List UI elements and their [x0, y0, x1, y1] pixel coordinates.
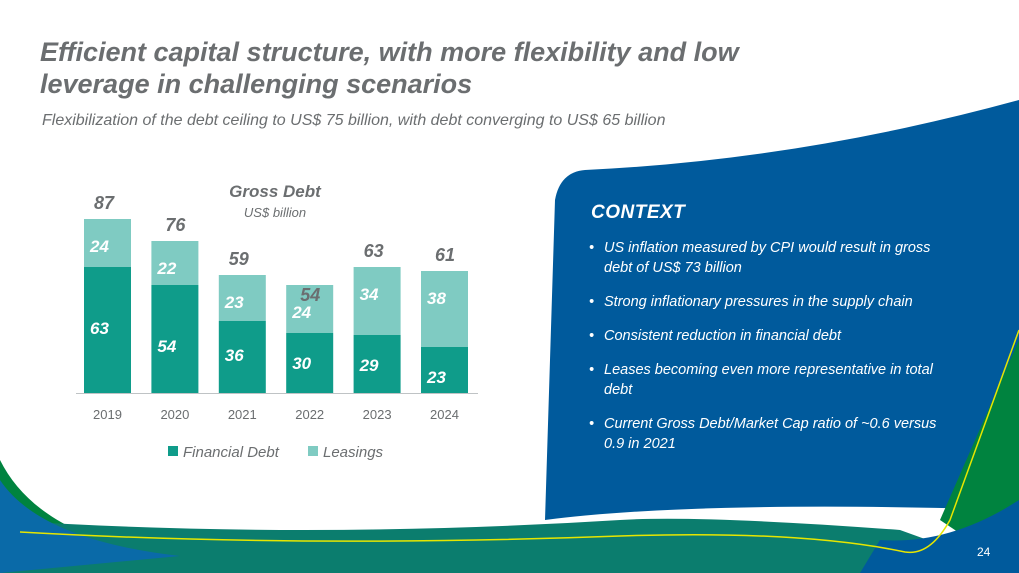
bar-leasings: [218, 275, 266, 321]
data-label-total: 76: [165, 215, 186, 235]
bullet-text: US inflation measured by CPI would resul…: [604, 240, 931, 276]
data-label-total: 61: [435, 245, 455, 265]
bottom-teal-band: [0, 518, 1019, 573]
legend-label-financial-debt: Financial Debt: [183, 444, 280, 461]
data-label-financial-debt: 54: [157, 337, 176, 356]
bullet-glyph: •: [589, 240, 595, 256]
data-label-leasings: 34: [360, 285, 379, 304]
bar-financial-debt: [421, 347, 468, 393]
bullet-text: Current Gross Debt/Market Cap ratio of ~…: [604, 416, 937, 452]
data-label-leasings: 38: [427, 289, 446, 308]
bar-leasings: [151, 241, 199, 285]
bar-financial-debt: [84, 267, 131, 393]
chart-subtitle: US$ billion: [244, 205, 306, 220]
bullet-glyph: •: [589, 328, 595, 344]
bar-financial-debt: [353, 335, 401, 393]
bullet-glyph: •: [589, 362, 595, 378]
data-label-total: 63: [364, 241, 384, 261]
data-label-financial-debt: 30: [292, 354, 311, 373]
chart-title: Gross Debt: [229, 182, 322, 201]
slide-title: Efficient capital structure, with more f…: [40, 37, 739, 99]
context-heading: CONTEXT: [591, 202, 686, 223]
bar-leasings: [84, 219, 131, 267]
legend-swatch-leasings: [308, 446, 318, 456]
data-label-financial-debt: 63: [90, 319, 109, 338]
legend-label-leasings: Leasings: [323, 444, 384, 461]
data-label-leasings: 24: [291, 303, 311, 322]
bullet-text: Strong inflationary pressures in the sup…: [604, 294, 913, 310]
yellow-accent-curve: [19, 329, 1019, 554]
context-bullet: • Consistent reduction in financial debt: [589, 326, 949, 346]
bar-financial-debt: [151, 285, 199, 393]
data-label-financial-debt: 23: [426, 368, 446, 387]
x-tick-label: 2023: [363, 407, 392, 422]
context-bullet: • Current Gross Debt/Market Cap ratio of …: [589, 414, 949, 454]
data-label-total: 59: [229, 249, 249, 269]
blue-context-panel: [545, 100, 1019, 520]
bottom-left-blue-shape: [0, 480, 180, 573]
x-tick-label: 2024: [430, 407, 459, 422]
x-tick-label: 2019: [93, 407, 122, 422]
bar-leasings: [286, 285, 334, 333]
legend-swatch-financial-debt: [168, 446, 178, 456]
bullet-glyph: •: [589, 294, 595, 310]
data-label-leasings: 22: [156, 259, 176, 278]
data-label-financial-debt: 29: [359, 356, 379, 375]
page-number: 24: [977, 545, 991, 559]
context-bullet: • Strong inflationary pressures in the su…: [589, 292, 949, 312]
bullet-glyph: •: [589, 416, 595, 432]
x-tick-label: 2022: [295, 407, 324, 422]
bar-financial-debt: [286, 333, 334, 393]
bullet-text: Leases becoming even more representative…: [604, 362, 933, 398]
context-bullet-list: • US inflation measured by CPI would resu…: [589, 238, 949, 468]
data-label-leasings: 24: [89, 237, 109, 256]
data-label-leasings: 23: [224, 293, 244, 312]
x-tick-label: 2020: [160, 407, 189, 422]
data-label-financial-debt: 36: [225, 346, 244, 365]
bar-financial-debt: [218, 321, 266, 393]
bar-leasings: [353, 267, 401, 335]
bullet-text: Consistent reduction in financial debt: [604, 328, 841, 344]
data-label-total: 54: [300, 285, 320, 305]
context-bullet: • Leases becoming even more representativ…: [589, 360, 949, 400]
bar-leasings: [421, 271, 468, 347]
slide-subtitle: Flexibilization of the debt ceiling to U…: [42, 112, 666, 129]
data-label-total: 87: [94, 193, 115, 213]
x-tick-label: 2021: [228, 407, 257, 422]
context-bullet: • US inflation measured by CPI would resu…: [589, 238, 949, 278]
